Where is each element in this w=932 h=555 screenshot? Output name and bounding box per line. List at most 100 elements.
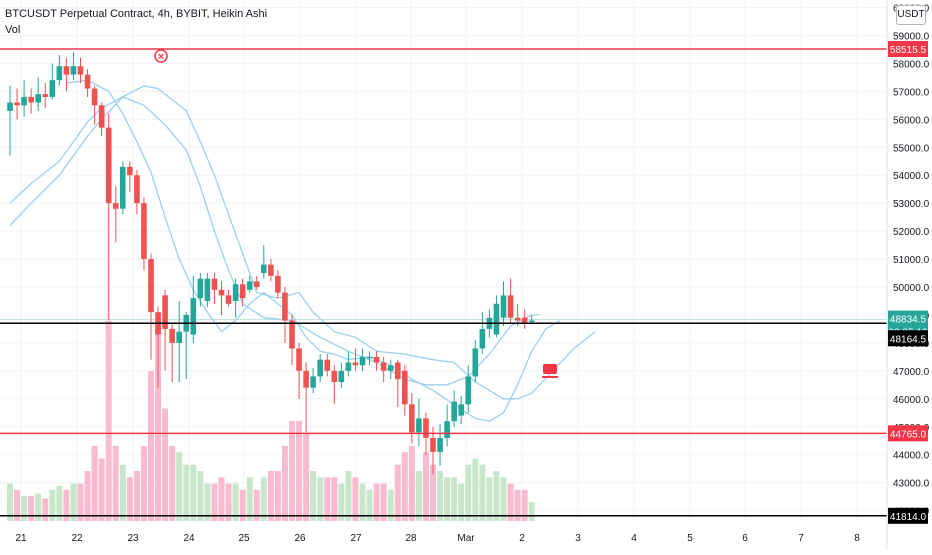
- candle-body: [204, 278, 211, 301]
- close-marker-icon: ×: [154, 49, 168, 63]
- candle-body: [261, 264, 267, 274]
- volume-bar: [310, 471, 317, 521]
- candle: [21, 80, 27, 117]
- candle-body: [148, 259, 154, 313]
- volume-bar: [126, 477, 133, 521]
- candle: [394, 359, 401, 408]
- candle-body: [500, 295, 507, 318]
- coffee-cup-icon: [542, 364, 558, 378]
- volume-bar: [105, 321, 112, 521]
- candle-body: [507, 295, 514, 318]
- price-tick-label: 44000.0: [893, 451, 930, 462]
- candle-body: [409, 404, 415, 433]
- volume-bar: [437, 471, 444, 521]
- close-marker-circle: [154, 49, 168, 63]
- candle: [197, 273, 204, 307]
- candle-body: [458, 404, 464, 416]
- volume-bar: [401, 452, 408, 521]
- candle: [218, 281, 225, 315]
- candle-body: [451, 401, 457, 422]
- candle-body: [127, 166, 133, 176]
- volume-bar: [119, 464, 126, 521]
- volume-bar: [352, 477, 359, 521]
- candle: [359, 348, 366, 371]
- time-tick-label: 5: [687, 533, 693, 544]
- volume-bar: [77, 483, 84, 521]
- volume-bar: [133, 471, 140, 521]
- level-price-tag-text: 41814.0: [890, 512, 927, 523]
- volume-bar: [155, 321, 162, 521]
- candle: [84, 68, 91, 97]
- candle: [98, 102, 105, 137]
- level-price-tag: 44765.0: [888, 425, 928, 442]
- level-price-tag: 41814.0: [888, 507, 928, 524]
- volume-bar: [507, 483, 514, 521]
- volume-bar: [49, 489, 56, 521]
- volume-bar: [345, 471, 352, 521]
- volume-bar: [211, 483, 218, 521]
- candle-body: [444, 421, 450, 438]
- candle-body: [169, 328, 175, 343]
- candle-body: [28, 96, 34, 103]
- candle: [479, 312, 486, 355]
- candle-body: [49, 80, 56, 97]
- candle: [112, 186, 119, 243]
- candle-body: [197, 278, 204, 299]
- volume-bar: [521, 489, 528, 521]
- candle-body: [218, 289, 225, 296]
- candle-body: [493, 303, 500, 335]
- candle-body: [416, 418, 422, 433]
- volume-bar: [303, 433, 310, 521]
- volume-bar: [281, 446, 288, 521]
- candle: [409, 393, 415, 444]
- time-tick-label: 21: [15, 533, 27, 544]
- level-price-tag: 58515.5: [888, 40, 928, 57]
- candle-body: [112, 203, 119, 209]
- candle-body: [42, 94, 49, 97]
- currency-button[interactable]: USDT: [896, 5, 926, 25]
- volume-bar: [528, 502, 535, 521]
- volume-bar: [91, 446, 98, 521]
- candle: [268, 259, 274, 282]
- volume-bar: [289, 421, 295, 521]
- candle: [324, 354, 331, 377]
- volume-bar: [197, 471, 204, 521]
- candle-body: [430, 437, 436, 452]
- time-tick-label: 6: [742, 533, 748, 544]
- candle: [402, 365, 408, 416]
- horizontal-levels: [0, 48, 887, 517]
- volume-bar: [465, 464, 472, 521]
- candle-body: [211, 278, 218, 290]
- candle: [176, 300, 182, 383]
- price-tick-label: 47000.0: [893, 367, 930, 378]
- volume-bar: [70, 483, 77, 521]
- price-tick-label: 57000.0: [893, 87, 930, 98]
- candle: [239, 278, 246, 307]
- volume-bars: [7, 321, 535, 521]
- candle-body: [268, 264, 274, 276]
- candle-body: [70, 66, 77, 75]
- volume-bar: [394, 464, 401, 521]
- volume-bar: [458, 483, 465, 521]
- candle: [514, 303, 521, 327]
- volume-bar: [63, 489, 70, 521]
- candle-body: [380, 362, 387, 371]
- cup-saucer: [542, 376, 558, 378]
- candle-body: [373, 356, 380, 363]
- candle: [35, 77, 41, 111]
- volume-bar: [387, 489, 394, 521]
- volume-bar: [430, 464, 436, 521]
- candle: [430, 426, 436, 475]
- candle-body: [521, 317, 528, 324]
- candle: [169, 323, 175, 383]
- candle-body: [331, 370, 338, 383]
- volume-bar: [479, 464, 486, 521]
- volume-bar: [422, 452, 429, 521]
- close-marker-glyph: ×: [158, 51, 164, 63]
- volume-bar: [239, 489, 246, 521]
- price-tick-label: 59000.0: [893, 31, 930, 42]
- volume-bar: [451, 477, 458, 521]
- time-tick-label: Mar: [457, 533, 475, 544]
